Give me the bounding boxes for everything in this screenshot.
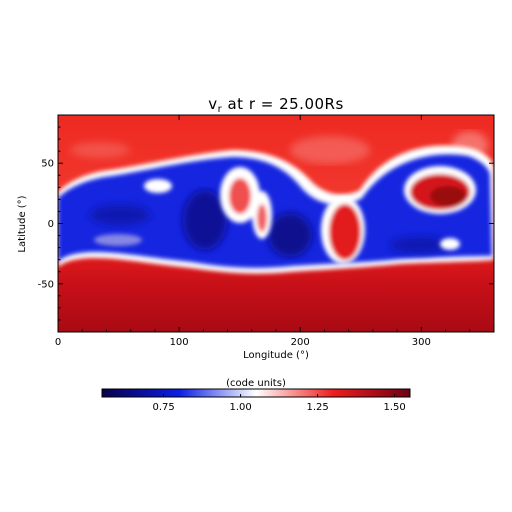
x-axis-title: Longitude (°) [243, 350, 309, 361]
title-rest: at r = 25.00Rs [222, 95, 344, 113]
colorbar-tick-label: 0.75 [152, 402, 174, 413]
colorbar-tick-label: 1.25 [306, 402, 328, 413]
y-axis: -50 0 50 [38, 126, 494, 321]
y-tick-label: 50 [41, 159, 54, 170]
title-subscript: r [218, 104, 223, 115]
y-axis-title: Latitude (°) [17, 195, 28, 252]
colorbar-label: (code units) [226, 378, 286, 389]
colorbar [101, 388, 411, 398]
colorbar-ticks: 0.75 1.00 1.25 1.50 [152, 394, 406, 413]
chart-title: vr at r = 25.00Rs [208, 95, 344, 115]
x-tick-label: 0 [55, 337, 61, 348]
x-tick-label: 100 [170, 337, 189, 348]
x-axis: 0 100 200 300 [55, 115, 471, 348]
heatmap-field [58, 115, 494, 332]
x-tick-label: 200 [291, 337, 310, 348]
colorbar-tick-label: 1.50 [383, 402, 405, 413]
y-tick-label: 0 [48, 219, 54, 230]
title-symbol: v [208, 95, 217, 113]
colorbar-tick-label: 1.00 [229, 402, 251, 413]
y-tick-label: -50 [38, 279, 54, 290]
x-tick-label: 300 [412, 337, 431, 348]
